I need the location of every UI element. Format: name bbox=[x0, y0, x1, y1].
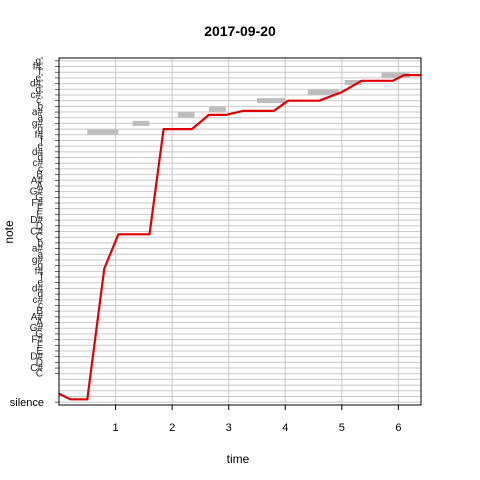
y-tick-label: d# bbox=[32, 147, 44, 158]
y-tick-label: C bbox=[36, 232, 43, 243]
y-tick-label: silence bbox=[10, 397, 44, 409]
y-tick-label: g# bbox=[32, 118, 44, 129]
y-tick-label: G bbox=[35, 192, 43, 203]
series-line bbox=[58, 73, 421, 401]
y-tick-label: f# bbox=[35, 130, 44, 141]
y-tick-label: c# bbox=[32, 158, 43, 169]
y-tick-label: a bbox=[37, 249, 43, 260]
y-tick-label: G# bbox=[30, 187, 44, 198]
y-tick-label: e bbox=[37, 141, 43, 152]
y-tick-label: d bbox=[37, 153, 43, 164]
y-tick-label: c' bbox=[36, 96, 43, 107]
grid-lines bbox=[59, 58, 421, 405]
y-tick-label: c# bbox=[32, 295, 43, 306]
x-tick-label: 1 bbox=[113, 422, 119, 434]
y-tick-label: a# bbox=[32, 244, 44, 255]
x-axis-label: time bbox=[227, 452, 250, 466]
y-tick-label: D# bbox=[30, 215, 43, 226]
y-tick-label: B bbox=[36, 170, 43, 181]
y-tick-label: F# bbox=[31, 335, 43, 346]
x-tick-label: 6 bbox=[395, 422, 401, 434]
reference-segments bbox=[87, 72, 410, 135]
y-tick-label: d bbox=[37, 289, 43, 300]
y-tick-label: A# bbox=[31, 175, 44, 186]
x-tick-label: 5 bbox=[339, 422, 345, 434]
y-tick-label: c bbox=[38, 164, 43, 175]
x-tick-label: 2 bbox=[169, 422, 175, 434]
y-tick-label: F bbox=[37, 340, 43, 351]
y-tick-label: a# bbox=[32, 107, 44, 118]
y-tick-label: E bbox=[36, 346, 43, 357]
y-tick-label: f# bbox=[35, 266, 44, 277]
y-tick-label: g# bbox=[32, 255, 44, 266]
series-lines bbox=[58, 73, 421, 401]
y-tick-label: F bbox=[37, 204, 43, 215]
y-tick-label: E bbox=[36, 209, 43, 220]
y-tick-label: D bbox=[36, 221, 43, 232]
y-tick-label: A bbox=[36, 318, 43, 329]
x-axis-ticks: 1 2 3 4 5 6 bbox=[113, 405, 401, 434]
y-axis-ticks: silenceCC#DD#EFF#GG#AA#Bcc#dd#eff#gg#aa#… bbox=[10, 56, 59, 409]
y-tick-label: A bbox=[36, 181, 43, 192]
y-tick-label: C# bbox=[30, 363, 43, 374]
y-tick-label: g bbox=[37, 261, 43, 272]
y-axis-label: note bbox=[2, 220, 16, 244]
y-tick-label: g bbox=[37, 124, 43, 135]
y-tick-label: F# bbox=[31, 198, 43, 209]
y-tick-label: d#' bbox=[30, 79, 43, 90]
y-tick-label: A# bbox=[31, 312, 44, 323]
y-tick-label: G bbox=[35, 329, 43, 340]
y-tick-label: e' bbox=[36, 73, 44, 84]
y-tick-label: c#' bbox=[31, 90, 44, 101]
x-tick-label: 3 bbox=[226, 422, 232, 434]
chart-title: 2017-09-20 bbox=[204, 23, 276, 39]
y-tick-label: C bbox=[36, 369, 43, 380]
y-tick-label: a bbox=[37, 113, 43, 124]
y-tick-label: d# bbox=[32, 283, 44, 294]
y-tick-label: g' bbox=[36, 56, 44, 67]
y-tick-label: G# bbox=[30, 323, 44, 334]
y-tick-label: f#' bbox=[33, 62, 43, 73]
x-tick-label: 4 bbox=[282, 422, 288, 434]
y-tick-label: c bbox=[38, 300, 43, 311]
y-tick-label: b bbox=[37, 101, 43, 112]
y-tick-label: d' bbox=[36, 84, 44, 95]
y-tick-label: f bbox=[40, 272, 43, 283]
y-tick-label: B bbox=[36, 306, 43, 317]
y-tick-label: b bbox=[37, 238, 43, 249]
y-tick-label: f bbox=[40, 135, 43, 146]
y-tick-label: D# bbox=[30, 352, 43, 363]
y-tick-label: C# bbox=[30, 227, 43, 238]
y-tick-label: e bbox=[37, 278, 43, 289]
y-tick-label: D bbox=[36, 357, 43, 368]
y-tick-label: f' bbox=[38, 67, 43, 78]
